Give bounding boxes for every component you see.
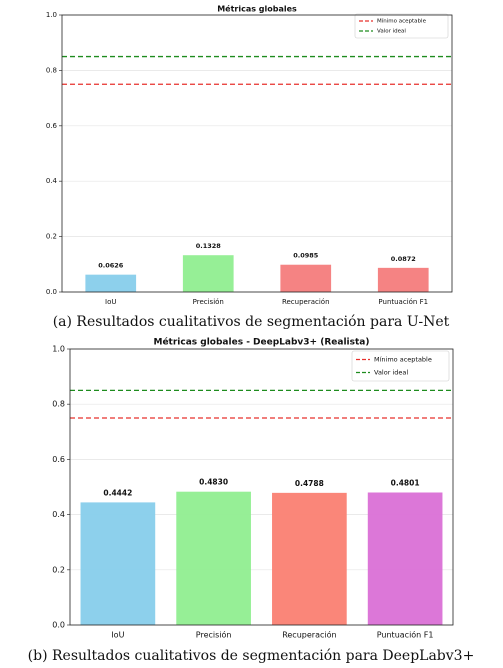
chart-title: Métricas globales — [217, 4, 297, 14]
value-label: 0.4830 — [199, 478, 228, 487]
legend-label: Valor ideal — [377, 29, 406, 35]
y-tick-label: 0.0 — [52, 621, 65, 630]
y-tick-label: 0.8 — [52, 400, 65, 409]
legend-box — [354, 13, 449, 39]
x-tick-label: Puntuación F1 — [378, 298, 428, 306]
x-tick-label: Precisión — [193, 298, 224, 306]
value-label: 0.4442 — [103, 488, 132, 497]
bar — [272, 492, 347, 625]
value-label: 0.4801 — [391, 478, 420, 487]
legend-label: Mínimo aceptable — [377, 18, 427, 25]
value-label: 0.0626 — [98, 262, 124, 270]
plot-frame — [69, 348, 454, 626]
y-tick-label: 0.2 — [46, 233, 57, 241]
bar — [80, 502, 156, 625]
bar — [367, 492, 443, 625]
y-tick-label: 0.2 — [52, 565, 65, 574]
y-tick-label: 0.4 — [52, 510, 65, 519]
x-tick-label: IoU — [111, 631, 124, 640]
y-tick-label: 0.0 — [46, 288, 57, 296]
caption: (b) Resultados cualitativos de segmentac… — [28, 648, 475, 664]
y-tick-label: 0.4 — [46, 177, 58, 185]
bar — [85, 274, 137, 292]
legend-box — [351, 350, 450, 382]
x-tick-label: Recuperación — [282, 630, 336, 640]
value-label: 0.0872 — [391, 255, 416, 263]
bar — [377, 267, 429, 292]
x-tick-label: Puntuación F1 — [377, 630, 434, 640]
y-tick-label: 0.6 — [46, 122, 58, 130]
legend-label: Valor ideal — [374, 369, 408, 377]
x-tick-label: IoU — [105, 298, 116, 306]
y-tick-label: 1.0 — [52, 345, 65, 354]
value-label: 0.4788 — [295, 479, 324, 488]
legend-label: Mínimo aceptable — [374, 356, 432, 364]
bar — [280, 264, 332, 292]
bar — [176, 491, 251, 625]
caption: (a) Resultados cualitativos de segmentac… — [53, 314, 450, 330]
x-tick-label: Precisión — [196, 630, 232, 640]
x-tick-label: Recuperación — [282, 298, 330, 306]
plot-frame — [61, 14, 453, 293]
bar — [182, 255, 234, 292]
y-tick-label: 0.8 — [46, 66, 57, 74]
value-label: 0.1328 — [196, 242, 222, 250]
value-label: 0.0985 — [293, 252, 319, 260]
chart-title: Métricas globales - DeepLabv3+ (Realista… — [154, 337, 370, 348]
y-tick-label: 1.0 — [46, 11, 57, 19]
y-tick-label: 0.6 — [52, 455, 65, 464]
